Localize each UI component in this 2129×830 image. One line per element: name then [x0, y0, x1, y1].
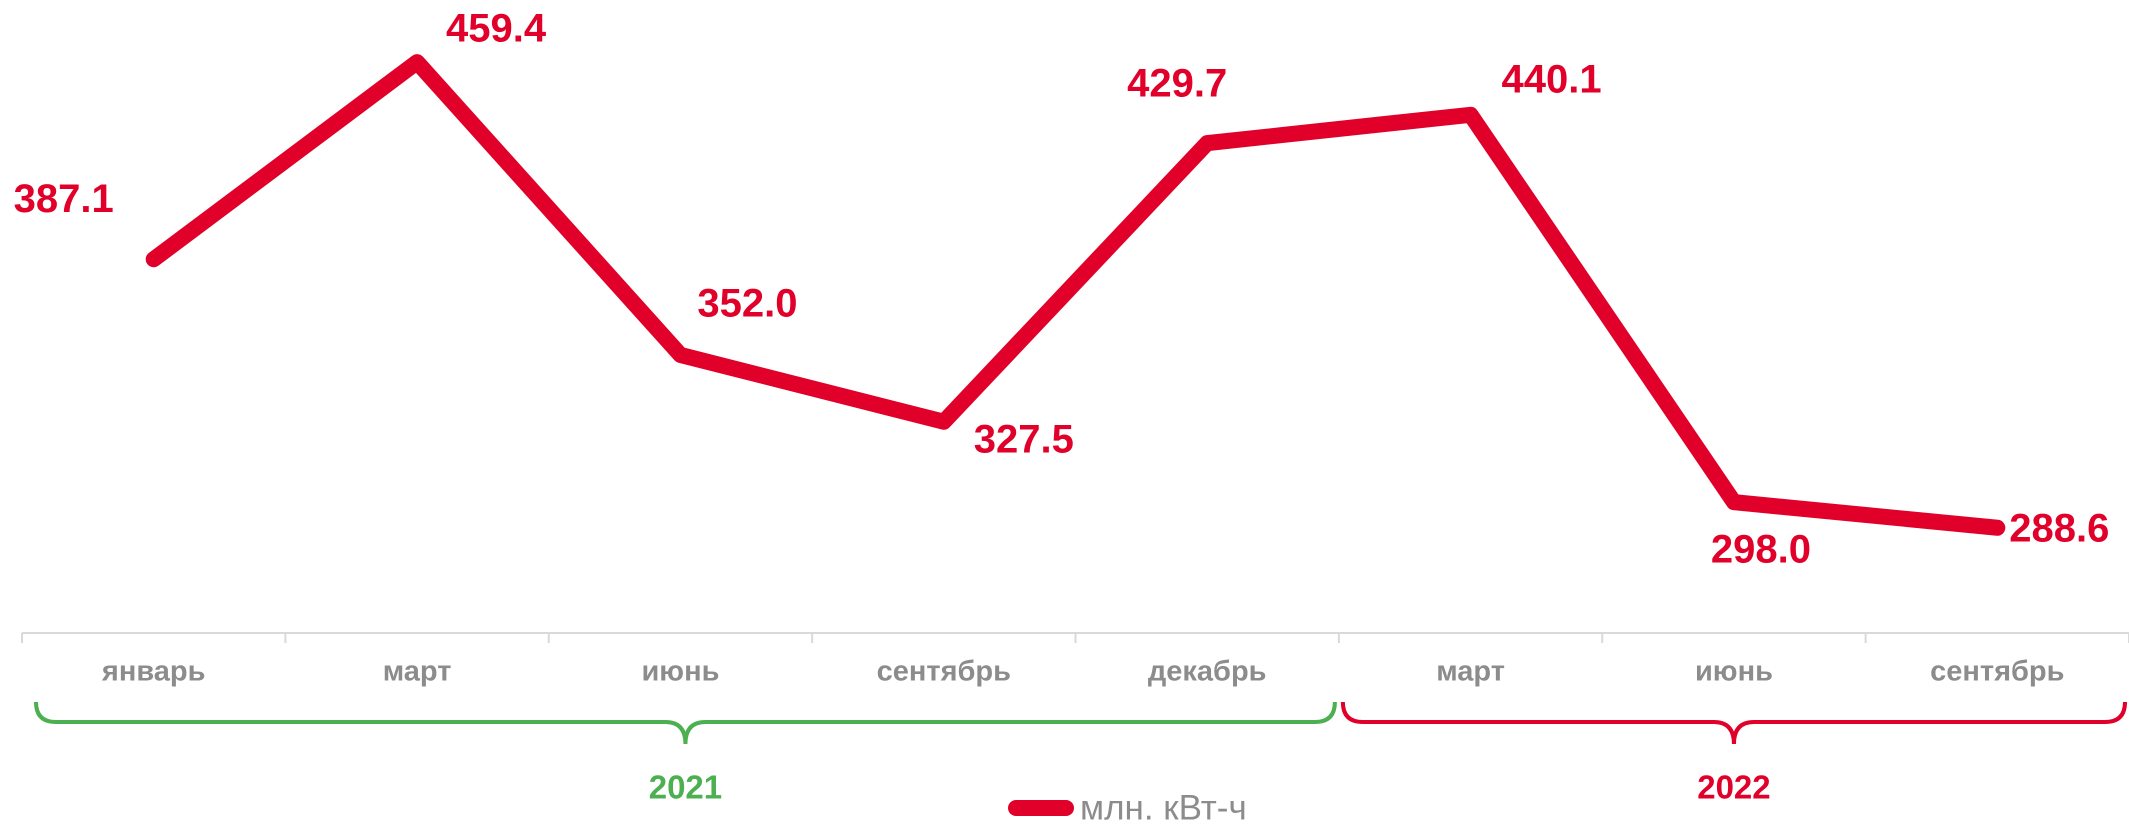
- x-tick-label: декабрь: [1148, 656, 1267, 688]
- x-tick-label: июнь: [641, 656, 719, 688]
- legend-label: млн. кВт-ч: [1080, 788, 1247, 825]
- x-tick-label: июнь: [1695, 656, 1773, 688]
- data-label: 387.1: [14, 177, 114, 221]
- data-label: 429.7: [1127, 62, 1227, 106]
- x-tick-label: январь: [101, 656, 206, 688]
- x-tick-label: март: [383, 656, 452, 688]
- year-bracket: [1340, 701, 2127, 745]
- data-label: 298.0: [1711, 528, 1811, 572]
- data-label: 440.1: [1502, 57, 1602, 101]
- year-label: 2021: [649, 769, 722, 806]
- data-label: 327.5: [974, 417, 1074, 461]
- data-label: 352.0: [697, 282, 797, 326]
- x-tick-label: сентябрь: [877, 656, 1011, 688]
- year-bracket: [34, 701, 1337, 745]
- x-tick-label: сентябрь: [1930, 656, 2064, 688]
- data-line: [145, 54, 2006, 536]
- data-label: 459.4: [446, 7, 547, 51]
- data-label: 288.6: [2009, 506, 2109, 550]
- x-tick-label: март: [1436, 656, 1505, 688]
- year-label: 2022: [1697, 769, 1770, 806]
